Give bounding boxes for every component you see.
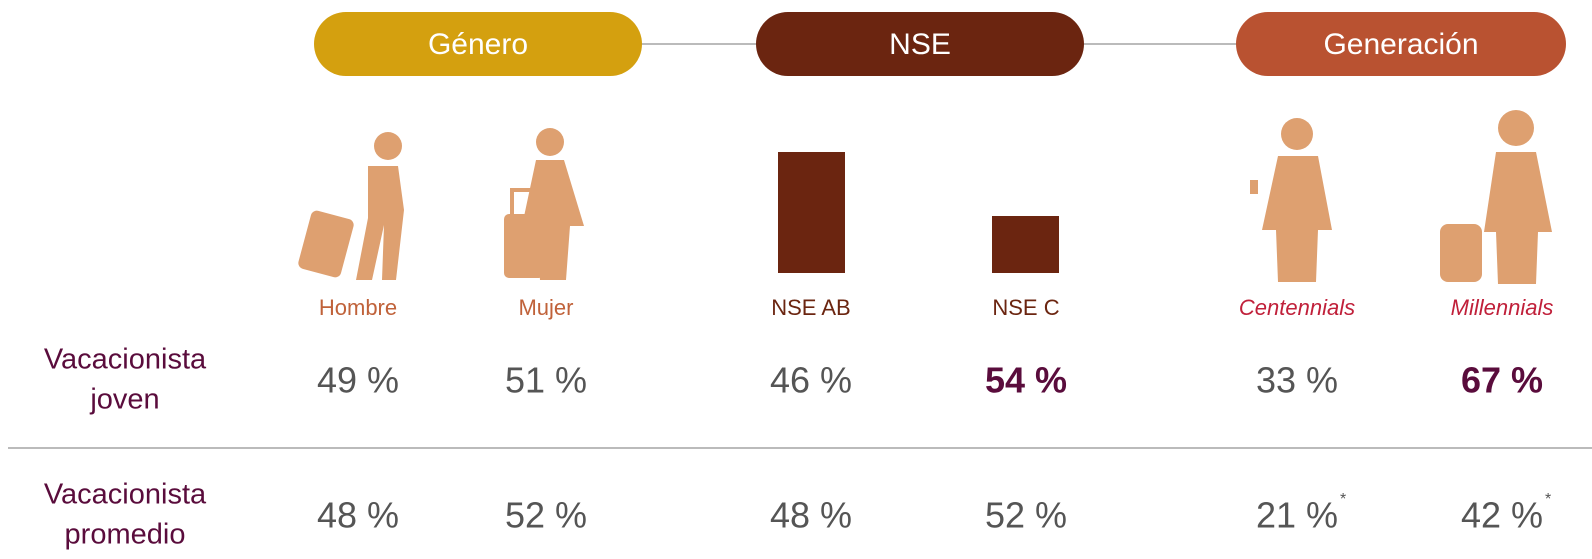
row-label: Vacacionista: [44, 344, 207, 376]
cell-value: 52 %: [985, 495, 1067, 536]
column-label: NSE C: [992, 295, 1059, 320]
cell-value: 54 %: [985, 360, 1067, 401]
column-label: NSE AB: [771, 295, 850, 320]
footnote-marker: *: [1340, 491, 1346, 508]
cell-value: 51 %: [505, 360, 587, 401]
bar-icon: [778, 152, 845, 273]
content: Género NSE Generación Hombre Mujer NSE AB NSE …: [44, 12, 1566, 551]
cell-value: 46 %: [770, 360, 852, 401]
group-pill: [756, 12, 1084, 76]
row-label: Vacacionista: [44, 479, 207, 511]
cell-value: 48 %: [770, 495, 852, 536]
group-pill: [1236, 12, 1566, 76]
cell-value: 52 %: [505, 495, 587, 536]
row-label: joven: [89, 384, 159, 416]
group-pill: [314, 12, 642, 76]
column-label: Millennials: [1451, 295, 1554, 320]
cell-value: 42 %: [1461, 495, 1543, 536]
man-icon: [298, 132, 404, 280]
icons: [298, 110, 1552, 284]
bar-icon: [992, 216, 1059, 273]
column-label: Mujer: [518, 295, 573, 320]
centennial-icon: [1250, 118, 1332, 282]
row-label: promedio: [65, 519, 186, 551]
cell-value: 48 %: [317, 495, 399, 536]
column-label: Centennials: [1239, 295, 1355, 320]
cell-value: 21 %: [1256, 495, 1338, 536]
group-title: Género: [428, 28, 528, 61]
footnote-marker: *: [1545, 491, 1551, 508]
cell-value: 67 %: [1461, 360, 1543, 401]
cell-value: 49 %: [317, 360, 399, 401]
group-title: Generación: [1323, 28, 1478, 61]
woman-icon: [504, 128, 584, 280]
millennial-icon: [1440, 110, 1552, 284]
group-title: NSE: [889, 28, 951, 61]
column-label: Hombre: [319, 295, 397, 320]
cell-value: 33 %: [1256, 360, 1338, 401]
